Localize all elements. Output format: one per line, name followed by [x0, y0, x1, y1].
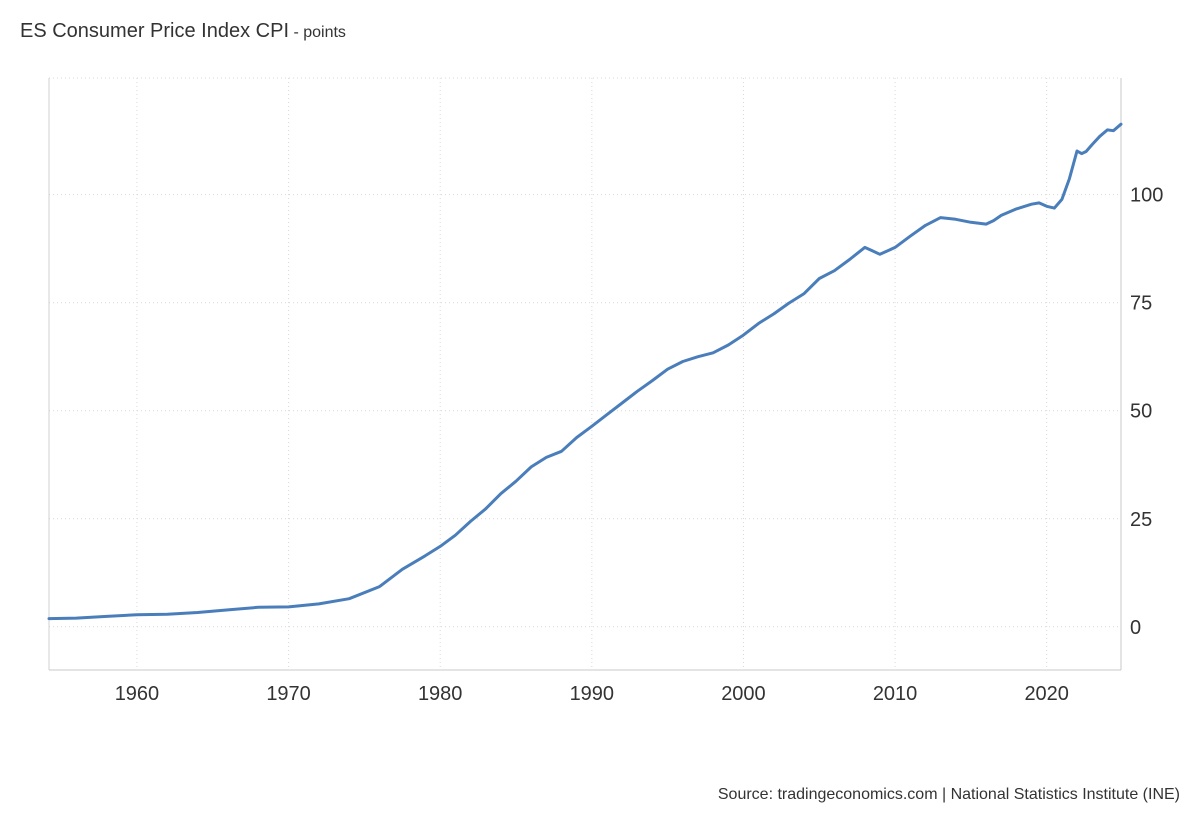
x-tick-label: 1970: [266, 683, 311, 705]
x-tick-label: 1980: [418, 683, 463, 705]
y-tick-label: 25: [1130, 509, 1152, 531]
y-tick-label: 75: [1130, 293, 1152, 315]
chart-title: ES Consumer Price Index CPI: [20, 20, 289, 42]
x-tick-label: 1960: [115, 683, 160, 705]
series-line-0: [47, 122, 1123, 621]
axes: [48, 78, 1122, 671]
chart-unit: - points: [289, 24, 346, 41]
x-tick-label: 1990: [570, 683, 615, 705]
series-layer: [47, 122, 1123, 621]
x-tick-label: 2000: [721, 683, 766, 705]
x-tick-label: 2010: [873, 683, 918, 705]
grid-lines: [49, 77, 1121, 670]
tick-labels: 1960 1970 1980 1990 2000 2010 2020 0 25 50 75 100: [115, 185, 1164, 705]
y-tick-label: 50: [1130, 401, 1152, 423]
source-note: Source: tradingeconomics.com | National …: [717, 786, 1180, 803]
y-tick-label: 100: [1130, 185, 1163, 207]
x-tick-label: 2020: [1024, 683, 1069, 705]
chart-header: ES Consumer Price Index CPI - points: [20, 20, 346, 43]
y-tick-label: 0: [1130, 617, 1141, 639]
